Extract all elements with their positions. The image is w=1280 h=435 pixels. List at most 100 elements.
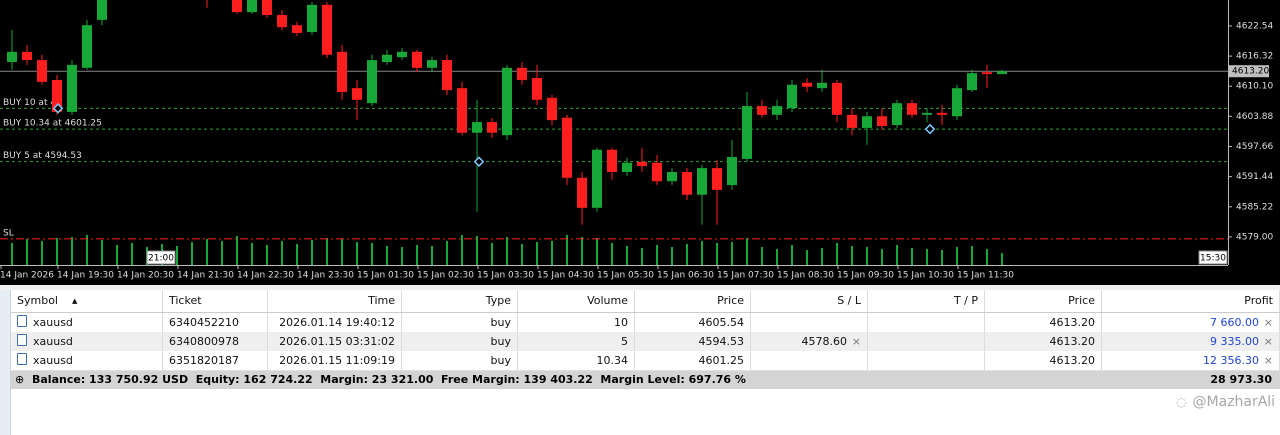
cell-text: 9 335.00 <box>1210 335 1259 348</box>
candle-body <box>7 51 17 63</box>
column-header-text: Symbol <box>17 294 58 307</box>
table-cell: 6351820187 <box>163 351 268 370</box>
close-button[interactable]: × <box>1263 316 1273 329</box>
stop-loss-label: SL <box>3 228 14 238</box>
candle-body <box>652 162 662 182</box>
cell-text: 4613.20 <box>1049 335 1096 348</box>
column-header[interactable]: Time <box>268 290 402 312</box>
table-cell: buy <box>402 332 518 351</box>
candle-body <box>397 51 407 58</box>
x-tick-label: 15 Jan 10:30 <box>897 271 954 281</box>
x-tick-label: 14 Jan 21:30 <box>177 271 234 281</box>
cell-text: 4613.20 <box>1049 316 1096 329</box>
y-tick-label: 4622.54 <box>1236 21 1273 31</box>
close-button[interactable]: × <box>1263 354 1273 367</box>
column-header[interactable]: Volume <box>518 290 635 312</box>
cell-text: buy <box>490 316 511 329</box>
candle-body <box>337 51 347 93</box>
column-header[interactable]: Price <box>985 290 1102 312</box>
column-header[interactable]: Price <box>635 290 751 312</box>
table-cell: xauusd <box>11 332 163 351</box>
table-cell: 4594.53 <box>635 332 751 351</box>
table-cell: 4613.20 <box>985 313 1102 332</box>
table-cell: 4613.20 <box>985 351 1102 370</box>
cell-text: 2026.01.14 19:40:12 <box>279 316 395 329</box>
plot-area: SL BUY 10 at 46 BUY 10.34 at 4601.25 BUY 5 … <box>0 0 1228 265</box>
column-header[interactable]: T / P <box>868 290 985 312</box>
table-cell <box>868 332 985 351</box>
x-tick-label: 15 Jan 07:30 <box>717 271 774 281</box>
candle-body <box>667 171 677 182</box>
position-row[interactable]: xauusd 6340452210 2026.01.14 19:40:12 buy 10… <box>11 313 1280 333</box>
table-cell <box>751 351 868 370</box>
candle-body <box>997 71 1007 75</box>
x-tick-label: 15 Jan 04:30 <box>537 271 594 281</box>
cell-text: 6340800978 <box>169 335 239 348</box>
candle-body <box>67 64 77 112</box>
column-header-text: S / L <box>837 294 861 307</box>
candle-body <box>277 15 287 28</box>
column-header[interactable]: Profit <box>1102 290 1280 312</box>
candle-body <box>892 103 902 125</box>
position-row[interactable]: xauusd 6351820187 2026.01.15 11:09:19 buy 10… <box>11 351 1280 371</box>
table-cell: buy <box>402 351 518 370</box>
panel-strip <box>0 290 11 435</box>
cell-text: buy <box>490 335 511 348</box>
candle-body <box>427 60 437 68</box>
candle-body <box>862 116 872 128</box>
cell-text: 2026.01.15 11:09:19 <box>279 354 395 367</box>
y-tick-label: 4597.66 <box>1236 142 1273 152</box>
candle-body <box>877 116 887 126</box>
y-tick-label: 4610.10 <box>1236 82 1273 92</box>
position-row[interactable]: xauusd 6340800978 2026.01.15 03:31:02 buy 5 4… <box>11 332 1280 352</box>
x-tick-label: 15 Jan 02:30 <box>417 271 474 281</box>
order-level-label: BUY 10 at 46 <box>3 98 62 108</box>
table-cell: xauusd <box>11 351 163 370</box>
expand-icon[interactable]: ⊕ <box>15 373 25 386</box>
candle-body <box>412 51 422 68</box>
candle-body <box>592 149 602 208</box>
cell-text: 6340452210 <box>169 316 239 329</box>
candle-body <box>637 161 647 167</box>
table-cell: 10 <box>518 313 635 332</box>
x-tick-label: 14 Jan 2026 <box>0 271 54 281</box>
cell-text: xauusd <box>33 316 73 329</box>
x-tick-label: 14 Jan 23:30 <box>297 271 354 281</box>
table-cell: 2026.01.15 11:09:19 <box>268 351 402 370</box>
candle-body <box>562 117 572 178</box>
column-header[interactable]: S / L <box>751 290 868 312</box>
candle-body <box>757 106 767 115</box>
y-tick-label: 4591.44 <box>1236 172 1273 182</box>
close-button[interactable]: × <box>1263 335 1273 348</box>
table-cell: buy <box>402 313 518 332</box>
x-tick-label: 14 Jan 20:30 <box>117 271 174 281</box>
y-tick-label: 4585.22 <box>1236 202 1273 212</box>
close-button[interactable]: × <box>851 335 861 348</box>
column-header-text: Price <box>1068 294 1095 307</box>
table-cell: 2026.01.14 19:40:12 <box>268 313 402 332</box>
period-marker: 21:00 <box>148 254 174 264</box>
candle-body <box>742 106 752 159</box>
x-tick-label: 15 Jan 09:30 <box>837 271 894 281</box>
order-marker <box>473 156 485 167</box>
cell-text: 6351820187 <box>169 354 239 367</box>
column-header[interactable]: Type <box>402 290 518 312</box>
account-summary-text: Balance: 133 750.92 USD Equity: 162 724.… <box>32 373 746 386</box>
order-level-label: BUY 5 at 4594.53 <box>3 151 82 161</box>
current-price-box <box>1229 65 1269 78</box>
candle-body <box>832 82 842 115</box>
candle-body <box>382 54 392 63</box>
candle-body <box>532 77 542 100</box>
candle-body <box>22 51 32 61</box>
candle-body <box>727 156 737 186</box>
column-header-text: T / P <box>953 294 978 307</box>
candle-body <box>442 60 452 91</box>
candle-body <box>97 0 107 20</box>
column-header[interactable]: Symbol ▲ <box>11 290 163 312</box>
candle-body <box>52 79 62 112</box>
order-marker <box>924 123 936 135</box>
order-marker <box>52 103 64 114</box>
column-header-text: Ticket <box>169 294 202 307</box>
column-header[interactable]: Ticket <box>163 290 268 312</box>
